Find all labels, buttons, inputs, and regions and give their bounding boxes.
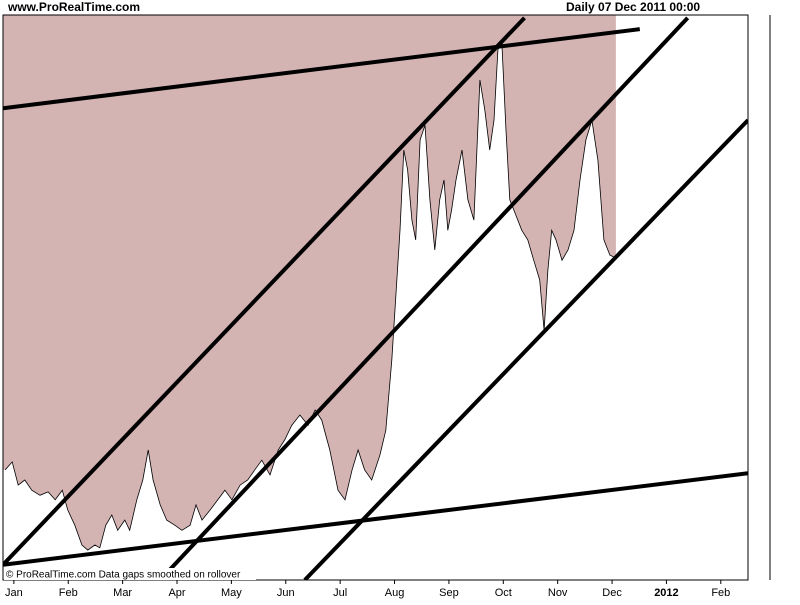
x-tick-label: Apr — [168, 587, 185, 599]
x-tick-label: Jan — [5, 587, 23, 599]
plot-area — [3, 15, 748, 580]
trend-line — [3, 16, 526, 567]
footer-note: © ProRealTime.com Data gaps smoothed on … — [6, 570, 241, 581]
x-tick-label: Feb — [59, 587, 78, 599]
x-tick-label: Aug — [385, 587, 405, 599]
price-line — [4, 39, 617, 551]
x-tick-label: Feb — [711, 587, 730, 599]
x-tick-label: Jun — [277, 587, 295, 599]
x-tick-label: Mar — [113, 587, 132, 599]
x-tick-label: Nov — [548, 587, 568, 599]
x-tick-label: Jul — [333, 587, 347, 599]
x-tick-label: Dec — [602, 587, 622, 599]
footer-bg — [4, 568, 256, 580]
x-tick-label: 2012 — [654, 587, 678, 599]
site-label: www.ProRealTime.com — [7, 0, 140, 14]
trend-line — [303, 118, 748, 580]
trend-line — [158, 16, 690, 580]
x-tick-label: May — [221, 587, 242, 599]
area-fill — [3, 15, 616, 551]
x-tick-label: Oct — [495, 587, 512, 599]
trend-line — [3, 27, 641, 111]
plot-frame — [2, 14, 749, 581]
x-tick-label: Sep — [439, 587, 459, 599]
trend-line — [3, 471, 748, 567]
period-label: Daily 07 Dec 2011 00:00 — [566, 0, 700, 14]
